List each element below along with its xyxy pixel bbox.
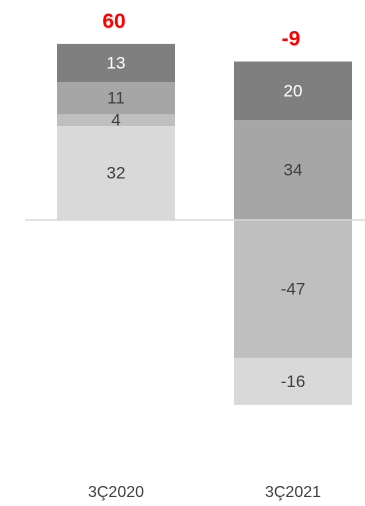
bar-segment	[57, 126, 175, 220]
segment-value-label: -47	[281, 279, 306, 298]
category-label: 3Ç2021	[265, 484, 321, 501]
segment-value-label: 11	[107, 89, 125, 108]
category-label: 3Ç2020	[88, 484, 144, 501]
label-group: 32 4 11 13 60 3Ç2020 -47 -16 34 20 -9 3Ç2021	[88, 10, 321, 501]
bar-group	[57, 43, 352, 405]
segment-value-label: 20	[284, 81, 303, 100]
segment-value-label: 13	[107, 53, 126, 72]
bar-segment	[234, 61, 352, 121]
total-value-label: -9	[282, 28, 301, 51]
segment-value-label: -16	[281, 372, 306, 391]
segment-value-label: 34	[284, 161, 303, 180]
bar-segment	[234, 120, 352, 220]
segment-value-label: 4	[111, 111, 120, 130]
segment-value-label: 32	[107, 164, 126, 183]
bar-segment	[57, 114, 175, 127]
bar-segment	[234, 357, 352, 405]
bar-segment	[234, 220, 352, 358]
bar-segment	[57, 43, 175, 83]
total-value-label: 60	[102, 10, 125, 33]
bar-segment	[57, 82, 175, 115]
